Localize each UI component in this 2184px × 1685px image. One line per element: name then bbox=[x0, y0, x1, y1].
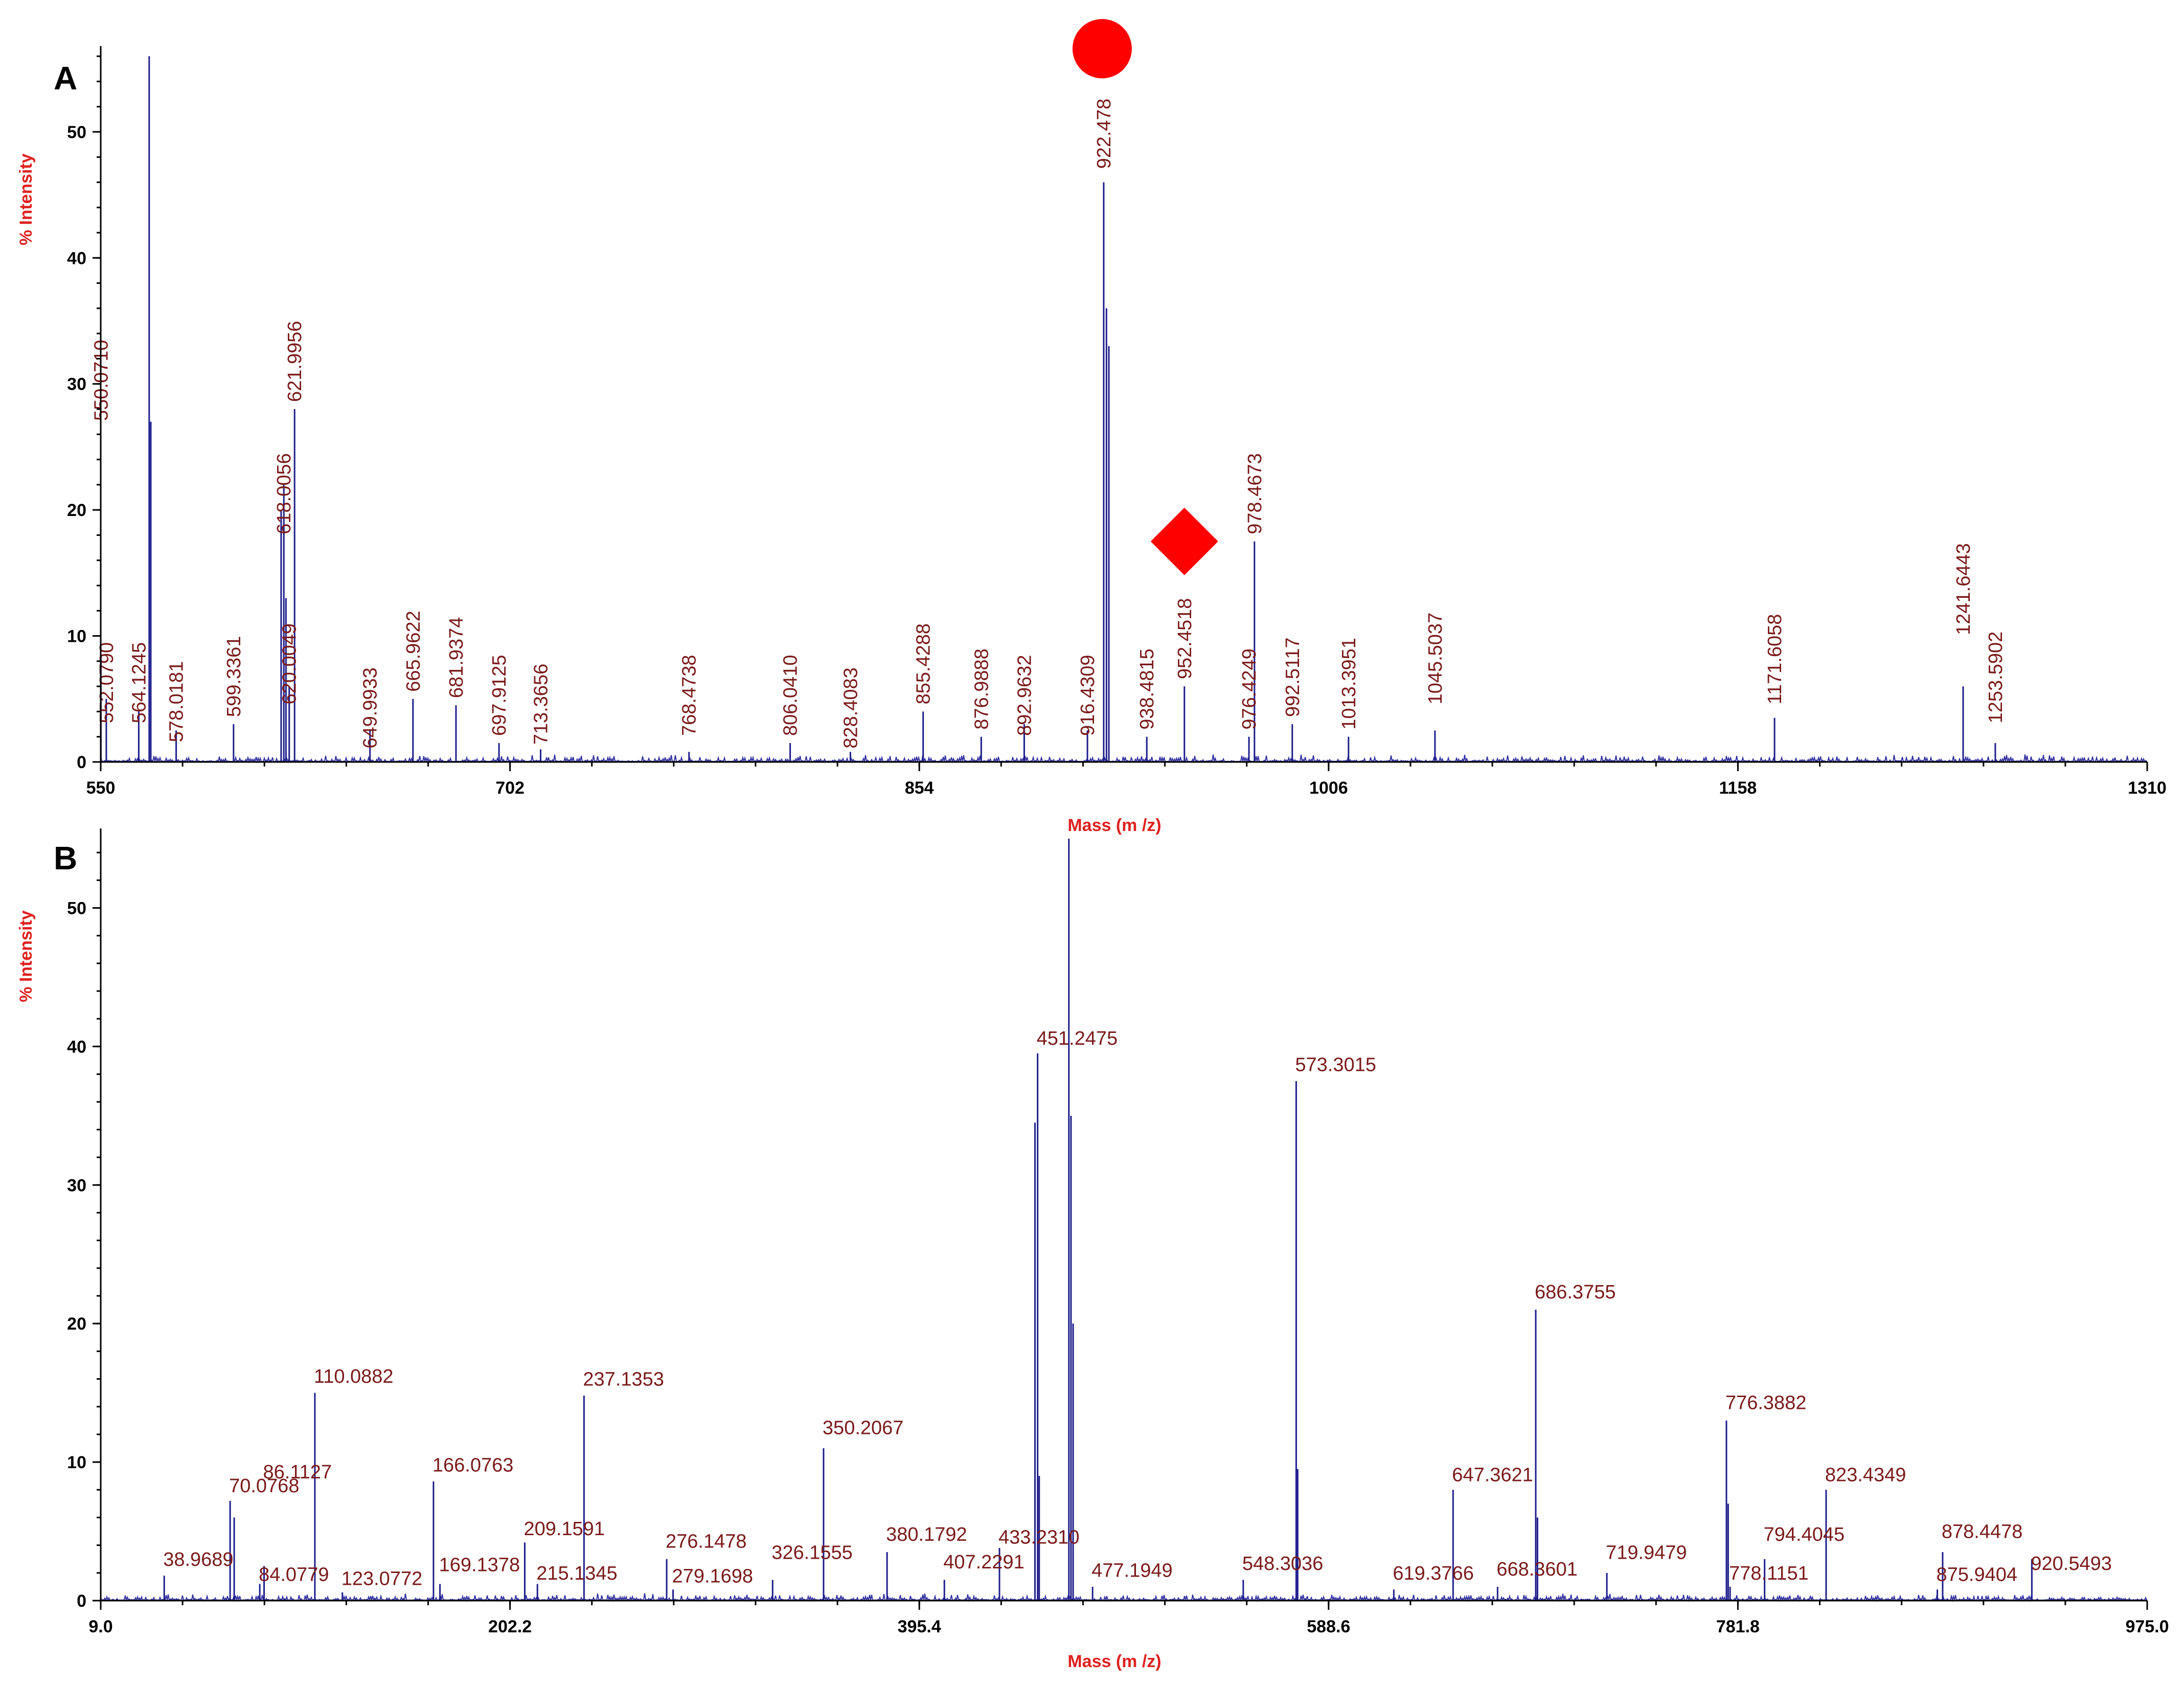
peak-label: 621.9956 bbox=[284, 321, 306, 402]
peak-label: 938.4815 bbox=[1136, 648, 1158, 730]
peak-label: 876.9888 bbox=[971, 648, 992, 730]
peak-label: 992.5117 bbox=[1282, 637, 1304, 717]
peak-label: 209.1591 bbox=[524, 1518, 605, 1540]
x-tick-label: 975.0 bbox=[2125, 1617, 2169, 1636]
y-axis-title-a: % Intensity bbox=[16, 153, 36, 245]
peak-label: 778.1151 bbox=[1729, 1563, 1809, 1584]
x-tick-label: 781.8 bbox=[1716, 1617, 1760, 1636]
peak-label: 166.0763 bbox=[433, 1455, 514, 1476]
peak-label: 794.4045 bbox=[1764, 1524, 1845, 1545]
peak-label: 806.0410 bbox=[780, 655, 802, 736]
peak-label: 620.0049 bbox=[279, 623, 301, 705]
circle-marker bbox=[1072, 19, 1132, 79]
y-tick-label: 20 bbox=[67, 1314, 86, 1334]
x-tick-label: 9.0 bbox=[88, 1617, 112, 1636]
peak-label: 668.3601 bbox=[1496, 1559, 1578, 1580]
y-axis-title-b: % Intensity bbox=[16, 910, 36, 1002]
y-tick-label: 40 bbox=[67, 249, 86, 268]
peak-label: 552.0790 bbox=[96, 642, 118, 724]
peak-label: 1013.3951 bbox=[1338, 638, 1360, 730]
x-tick-label: 1006 bbox=[1309, 778, 1348, 798]
peak-label: 978.4673 bbox=[1244, 453, 1266, 534]
peak-label: 855.4288 bbox=[913, 623, 935, 705]
peak-label: 215.1345 bbox=[536, 1563, 618, 1584]
peak-label: 380.1792 bbox=[886, 1524, 967, 1545]
peak-label: 920.5493 bbox=[2031, 1553, 2112, 1575]
peak-label: 38.9689 bbox=[163, 1549, 233, 1570]
y-tick-label: 10 bbox=[67, 1453, 86, 1472]
y-tick-label: 30 bbox=[67, 1176, 86, 1195]
peak-label: 279.1698 bbox=[672, 1565, 754, 1587]
x-tick-label: 1310 bbox=[2128, 778, 2167, 798]
x-tick-label: 1158 bbox=[1719, 778, 1757, 798]
peak-label: 697.9125 bbox=[489, 655, 510, 736]
y-tick-label: 0 bbox=[77, 753, 86, 772]
peak-label: 548.3036 bbox=[1242, 1553, 1324, 1575]
peak-label: 110.0882 bbox=[314, 1366, 394, 1387]
peak-label: 169.1378 bbox=[439, 1555, 520, 1576]
peak-label: 618.0056 bbox=[274, 453, 295, 534]
peak-label: 713.3656 bbox=[530, 664, 552, 745]
peak-label: 916.4309 bbox=[1077, 655, 1099, 736]
x-tick-label: 588.6 bbox=[1307, 1617, 1350, 1636]
x-tick-label: 395.4 bbox=[898, 1617, 941, 1636]
peak-label: 878.4478 bbox=[1942, 1521, 2023, 1543]
peak-label: 875.9404 bbox=[1937, 1564, 2018, 1586]
peak-label: 276.1478 bbox=[666, 1531, 747, 1553]
peak-label: 1253.5902 bbox=[1985, 632, 2007, 724]
peak-label: 1045.5037 bbox=[1425, 613, 1446, 705]
x-tick-label: 202.2 bbox=[488, 1617, 532, 1636]
y-tick-label: 10 bbox=[67, 627, 86, 646]
peak-label: 599.3361 bbox=[223, 636, 245, 717]
peak-label: 237.1353 bbox=[583, 1369, 664, 1390]
peak-label: 828.4083 bbox=[840, 667, 861, 749]
peak-label: 768.4738 bbox=[679, 655, 700, 736]
peak-label: 123.0772 bbox=[342, 1568, 423, 1590]
y-tick-label: 40 bbox=[67, 1037, 86, 1057]
peak-label: 578.0181 bbox=[166, 661, 188, 743]
peak-label: 619.3766 bbox=[1393, 1563, 1474, 1584]
peak-label: 573.3015 bbox=[1295, 1054, 1376, 1076]
peak-label: 647.3621 bbox=[1452, 1465, 1533, 1486]
peak-label: 823.4349 bbox=[1825, 1465, 1906, 1486]
peak-label: 686.3755 bbox=[1535, 1282, 1616, 1303]
x-tick-label: 854 bbox=[905, 778, 934, 798]
peak-label: 86.1127 bbox=[263, 1462, 332, 1483]
peak-label: 649.9933 bbox=[360, 667, 381, 749]
y-tick-label: 30 bbox=[67, 375, 86, 394]
peak-label: 407.2291 bbox=[943, 1552, 1025, 1573]
peak-label: 719.9479 bbox=[1606, 1542, 1687, 1563]
y-tick-label: 0 bbox=[77, 1591, 86, 1611]
peak-label: 451.2475 bbox=[1037, 1028, 1118, 1049]
peak-label: 350.2067 bbox=[823, 1417, 904, 1439]
panel-letter-b: B bbox=[54, 840, 77, 877]
y-tick-label: 50 bbox=[67, 123, 86, 142]
x-tick-label: 702 bbox=[495, 778, 525, 798]
peak-label: 433.2310 bbox=[998, 1526, 1080, 1548]
y-tick-label: 50 bbox=[67, 898, 86, 918]
peak-label: 326.1555 bbox=[771, 1542, 853, 1563]
x-tick-label: 550 bbox=[86, 778, 116, 798]
peak-label: 892.9632 bbox=[1014, 655, 1035, 736]
panel-a: A % Intensity Mass (m /z) 550.0710552.07… bbox=[16, 19, 2167, 835]
peak-label: 922.478 bbox=[1094, 99, 1115, 169]
peak-label: 665.9622 bbox=[403, 611, 424, 692]
peak-label: 681.9374 bbox=[446, 617, 467, 699]
peak-label: 952.4518 bbox=[1174, 598, 1196, 680]
peak-label: 976.4249 bbox=[1239, 648, 1260, 730]
y-tick-label: 20 bbox=[67, 501, 86, 520]
peak-label: 564.1245 bbox=[128, 642, 150, 724]
panel-letter-a: A bbox=[54, 60, 77, 97]
peak-label: 1241.6443 bbox=[1953, 543, 1974, 635]
x-axis-title-a: Mass (m /z) bbox=[1067, 816, 1161, 835]
panel-b: B % Intensity Mass (m /z) 38.9689 70.0768… bbox=[16, 828, 2169, 1671]
x-axis-title-b: Mass (m /z) bbox=[1067, 1652, 1161, 1671]
peak-label: 1171.6058 bbox=[1764, 614, 1786, 705]
peak-label: 84.0779 bbox=[259, 1564, 329, 1586]
peak-label: 776.3882 bbox=[1725, 1392, 1807, 1414]
peak-label: 70.0768 bbox=[229, 1475, 299, 1497]
diamond-marker bbox=[1150, 507, 1218, 575]
peak-label: 477.1949 bbox=[1091, 1560, 1173, 1581]
